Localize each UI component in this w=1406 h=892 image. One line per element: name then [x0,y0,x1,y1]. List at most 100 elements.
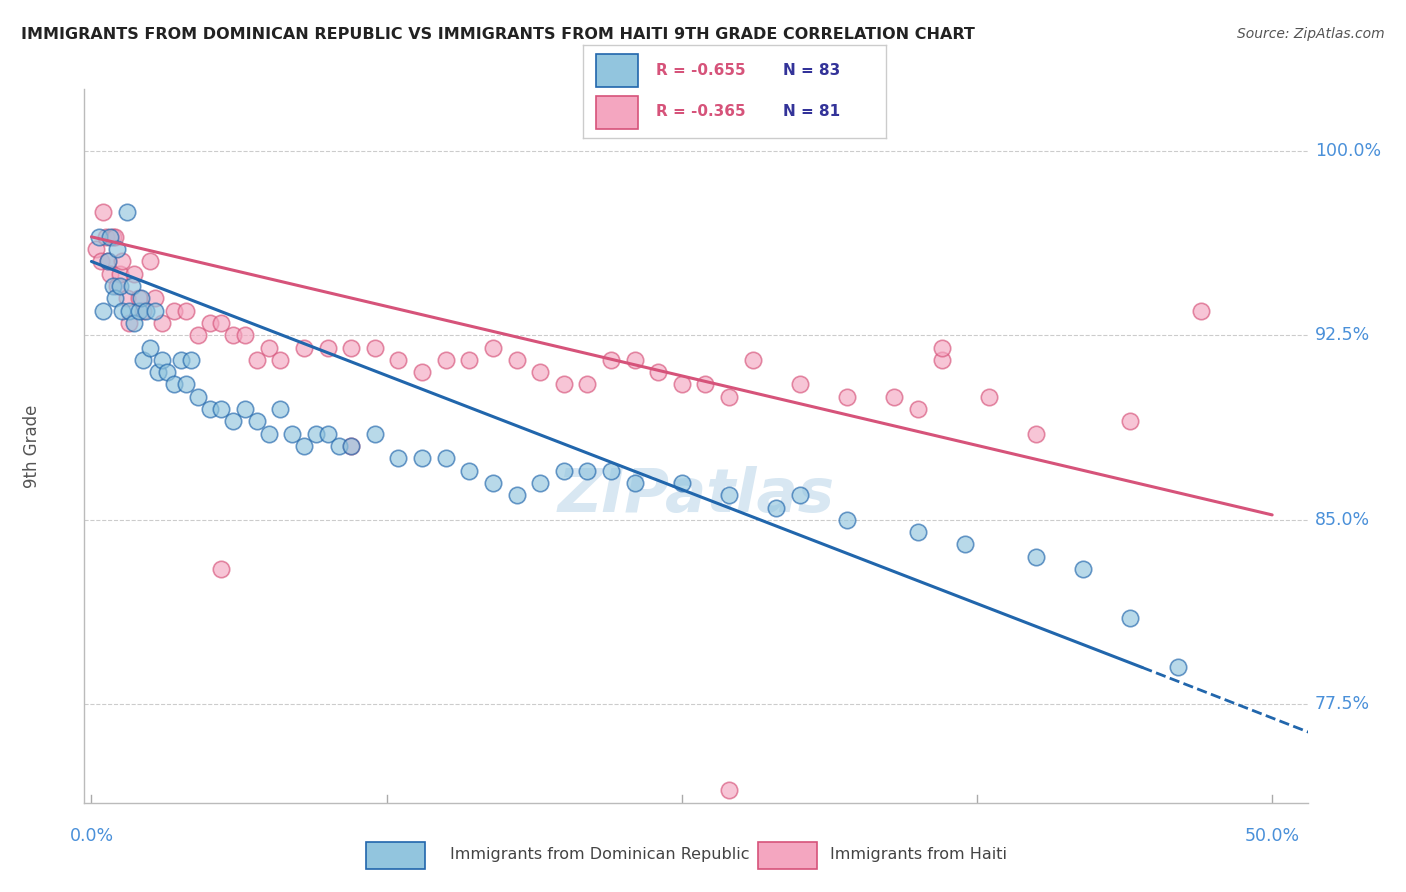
Text: IMMIGRANTS FROM DOMINICAN REPUBLIC VS IMMIGRANTS FROM HAITI 9TH GRADE CORRELATIO: IMMIGRANTS FROM DOMINICAN REPUBLIC VS IM… [21,27,974,42]
Point [718,488,741,502]
Point [718,783,741,797]
Text: 100.0%: 100.0% [1315,142,1381,160]
Point [90,254,112,268]
Text: 50.0%: 50.0% [1244,828,1299,846]
Point [600,464,623,478]
Text: 92.5%: 92.5% [1315,326,1369,344]
Point [340,341,363,355]
Point [931,352,953,367]
Point [108,267,131,281]
Point [107,279,129,293]
Point [1119,414,1142,428]
Point [146,365,169,379]
Point [292,341,315,355]
Point [94,230,117,244]
Point [741,352,763,367]
Point [1025,426,1047,441]
Point [128,291,150,305]
Point [187,390,209,404]
Point [1167,660,1189,674]
Point [328,439,350,453]
Point [122,267,145,281]
Point [623,352,645,367]
Point [364,341,387,355]
Point [91,205,114,219]
Text: 85.0%: 85.0% [1315,511,1369,529]
Point [98,230,121,244]
Point [246,414,269,428]
Point [163,303,186,318]
Point [977,390,1000,404]
Point [111,303,134,318]
Point [1071,562,1094,576]
Point [835,390,858,404]
Point [143,303,166,318]
Point [907,525,929,540]
Point [482,475,505,490]
Point [789,488,811,502]
Point [87,230,110,244]
Point [233,402,256,417]
Point [671,377,693,392]
Point [292,439,315,453]
Point [529,365,551,379]
Point [135,303,157,318]
Point [600,352,623,367]
Point [553,377,575,392]
Text: N = 83: N = 83 [783,62,841,78]
Point [623,475,645,490]
Text: R = -0.365: R = -0.365 [657,104,745,119]
Point [115,291,138,305]
Point [883,390,905,404]
Point [482,341,505,355]
Text: Source: ZipAtlas.com: Source: ZipAtlas.com [1237,27,1385,41]
Point [187,328,209,343]
Text: Immigrants from Haiti: Immigrants from Haiti [830,847,1007,862]
Point [1119,611,1142,625]
Text: 0.0%: 0.0% [69,828,114,846]
Point [269,352,291,367]
Point [150,352,173,367]
Point [156,365,179,379]
Point [128,303,150,318]
Point [118,316,141,330]
Point [174,377,197,392]
Point [97,254,120,268]
Point [305,426,328,441]
Point [209,562,232,576]
Point [387,352,409,367]
Point [434,352,457,367]
Point [180,352,202,367]
Point [150,316,173,330]
Point [576,377,599,392]
Text: ZIPatlas: ZIPatlas [557,467,835,525]
Point [835,513,858,527]
Point [411,451,433,466]
Point [458,464,481,478]
Point [98,267,121,281]
Point [340,439,363,453]
Point [107,242,129,256]
Point [505,352,527,367]
Point [129,291,152,305]
Point [132,303,155,318]
Point [340,439,363,453]
Point [434,451,457,466]
Point [953,537,976,551]
Text: R = -0.655: R = -0.655 [657,62,745,78]
Point [143,291,166,305]
Point [718,390,741,404]
Point [1189,303,1212,318]
Bar [596,54,638,87]
Point [222,414,245,428]
Point [553,464,575,478]
Point [529,475,551,490]
Point [647,365,669,379]
Text: N = 81: N = 81 [783,104,841,119]
Point [115,205,138,219]
Point [170,352,193,367]
Point [209,402,232,417]
Bar [366,842,425,869]
Point [97,254,120,268]
Point [121,279,143,293]
